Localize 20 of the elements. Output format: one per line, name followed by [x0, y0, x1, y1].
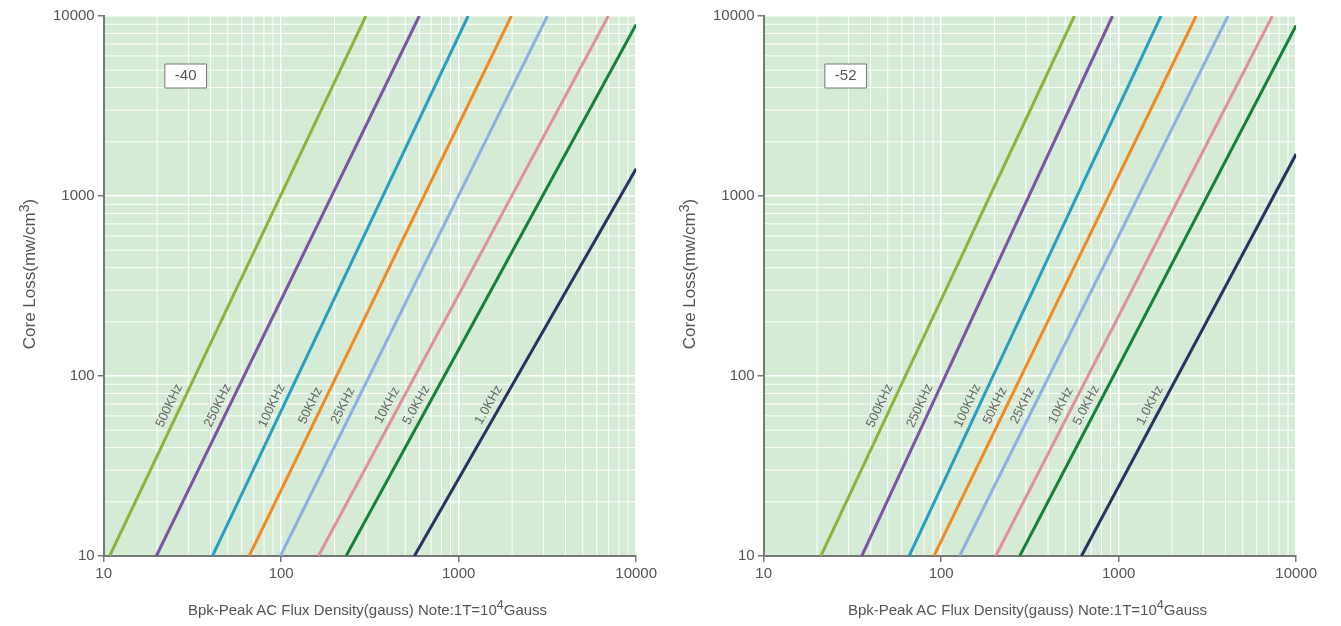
x-tick-label: 10	[95, 564, 113, 582]
annotation: -52	[834, 66, 857, 84]
y-tick-label: 1000	[61, 186, 95, 204]
x-axis-title: Bpk-Peak AC Flux Density(gauss) Note:1T=10$^{4}$Gauss	[186, 598, 549, 618]
y-tick-label: 100	[729, 366, 755, 384]
y-tick-label: 1000	[721, 186, 755, 204]
y-tick-label: 10000	[52, 6, 95, 24]
y-tick-label: 10	[738, 546, 755, 564]
x-tick-label: 10000	[615, 564, 657, 582]
x-tick-label: 1000	[1101, 564, 1136, 582]
x-tick-label: 10000	[1275, 564, 1317, 582]
y-tick-label: 100	[69, 366, 95, 384]
x-tick-label: 1000	[441, 564, 476, 582]
y-tick-label: 10	[78, 546, 95, 564]
x-tick-label: 10	[755, 564, 773, 582]
x-tick-label: 100	[928, 564, 954, 582]
annotation: -40	[174, 66, 197, 84]
x-axis-title: Bpk-Peak AC Flux Density(gauss) Note:1T=10$^{4}$Gauss	[846, 598, 1209, 618]
x-tick-label: 100	[268, 564, 294, 582]
y-tick-label: 10000	[712, 6, 755, 24]
